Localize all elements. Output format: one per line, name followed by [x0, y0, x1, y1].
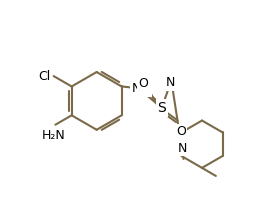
Text: S: S	[157, 101, 166, 115]
Text: NH: NH	[132, 82, 151, 95]
Text: H₂N: H₂N	[42, 129, 66, 142]
Text: N: N	[177, 142, 187, 155]
Text: Cl: Cl	[38, 69, 50, 83]
Text: O: O	[138, 77, 148, 90]
Text: N: N	[166, 76, 175, 89]
Text: O: O	[176, 125, 186, 139]
